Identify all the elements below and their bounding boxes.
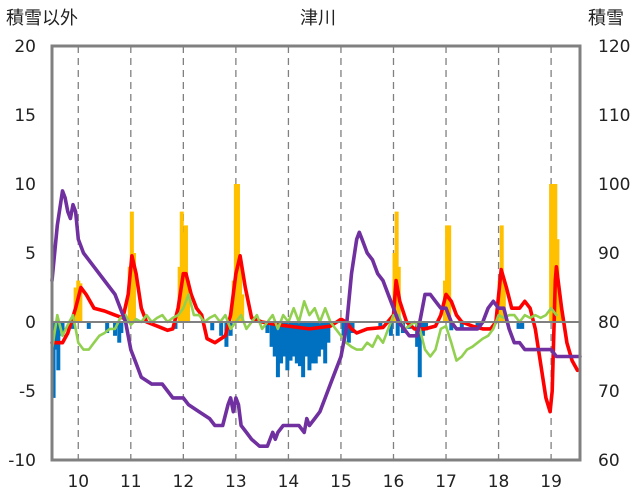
x-tick-label-14: 14: [278, 472, 300, 492]
x-tick-label-13: 13: [225, 472, 247, 492]
blue-bars-bar-47: [449, 322, 454, 331]
x-tick-label-19: 19: [540, 472, 562, 492]
blue-bars-bar-0: [51, 322, 56, 398]
chart-title: 津川: [300, 8, 336, 29]
blue-bars-bar-9: [119, 322, 124, 334]
blue-bars-bar-26: [301, 322, 306, 378]
left-tick-label-15: 15: [14, 106, 36, 126]
blue-bars-bar-33: [323, 322, 328, 364]
x-tick-label-10: 10: [67, 472, 89, 492]
blue-bars-bar-32: [320, 322, 325, 350]
blue-bars-bar-39: [388, 322, 393, 336]
orange-bars-bar-5: [131, 253, 136, 322]
blue-bars-bar-20: [282, 322, 287, 357]
left-tick-label--10: -10: [8, 451, 36, 471]
blue-bars-bar-12: [219, 322, 224, 336]
orange-bars-bar-14: [238, 266, 243, 322]
orange-bars-bar-12: [233, 184, 238, 322]
blue-bars-bar-17: [272, 322, 277, 357]
frame-layer: [50, 44, 582, 462]
red-line-series: [50, 254, 580, 414]
blue-bars-bar-23: [291, 322, 296, 357]
x-tick-label-12: 12: [173, 472, 195, 492]
x-tick-label-15: 15: [330, 472, 352, 492]
y-axis-label-right: 積雪: [588, 8, 624, 29]
x-tick-label-11: 11: [120, 472, 142, 492]
right-tick-label-90: 90: [598, 244, 620, 264]
blue-bars-bar-30: [313, 322, 318, 364]
right-tick-label-110: 110: [598, 106, 630, 126]
orange-bars-bar-7: [179, 211, 184, 322]
orange-bars-bar-17: [394, 211, 399, 322]
left-tick-label-20: 20: [14, 37, 36, 57]
blue-bars-bar-18: [275, 322, 280, 378]
blue-bars-bar-5: [86, 322, 91, 329]
left-tick-label-10: 10: [14, 175, 36, 195]
plot-frame: [50, 44, 582, 462]
orange-bars-bar-24: [501, 280, 506, 322]
orange-bars-bar-29: [557, 294, 562, 322]
blue-bars-bar-11: [210, 322, 215, 331]
blue-bars-bar-40: [395, 322, 400, 336]
tick-layer: 20 15 10 5 0 -5 -10 120 110 100 90 80 70 60 10 11 12 13 14…: [8, 37, 630, 492]
blue-bars-bar-28: [307, 322, 312, 371]
blue-bars-bar-24: [294, 322, 299, 364]
blue-bars-bar-2: [56, 322, 61, 371]
orange-bars-bar-13: [235, 184, 240, 322]
left-tick-label--5: -5: [19, 382, 36, 402]
blue-bars-bar-6: [105, 322, 110, 334]
blue-bars-bar-44: [417, 322, 422, 378]
blue-bars-bar-31: [316, 322, 321, 357]
blue-bars-bar-50: [516, 322, 521, 329]
blue-bars-bar-27: [304, 322, 309, 357]
line-layer: [50, 189, 582, 448]
green-line-series: [50, 293, 558, 362]
blue-bars-bar-1: [54, 322, 59, 350]
blue-bars-bar-38: [378, 322, 383, 329]
left-tick-label-5: 5: [25, 244, 36, 264]
right-tick-label-70: 70: [598, 382, 620, 402]
blue-bars-bar-29: [310, 322, 315, 364]
right-tick-label-80: 80: [598, 313, 620, 333]
blue-bars-bar-25: [297, 322, 302, 367]
blue-bars-bar-4: [71, 322, 76, 329]
left-tick-label-0: 0: [25, 313, 36, 333]
right-tick-label-120: 120: [598, 37, 630, 57]
blue-bars-bar-34: [326, 322, 331, 343]
grid-layer: [77, 46, 552, 460]
orange-bars-bar-21: [447, 225, 452, 322]
blue-bars-bar-48: [459, 322, 464, 329]
blue-bars-bar-49: [475, 322, 480, 328]
x-tick-label-16: 16: [383, 472, 405, 492]
right-tick-label-60: 60: [598, 451, 620, 471]
blue-bars-bar-51: [520, 322, 525, 329]
blue-bars-bar-22: [288, 322, 293, 361]
blue-bars-bar-16: [269, 322, 274, 347]
orange-bars-bar-10: [186, 280, 191, 322]
right-tick-label-100: 100: [598, 175, 630, 195]
blue-bars-bar-46: [424, 322, 429, 331]
orange-bars-bar-27: [553, 184, 558, 322]
orange-bars-bar-25: [549, 184, 554, 322]
orange-bars-bar-20: [445, 225, 450, 322]
x-tick-label-18: 18: [488, 472, 510, 492]
orange-bars-bar-2: [78, 283, 83, 322]
blue-bars-bar-8: [117, 322, 122, 343]
blue-bars-bar-19: [279, 322, 284, 364]
orange-bars-bar-26: [551, 184, 556, 322]
blue-bars-bar-21: [285, 322, 290, 371]
blue-bars-bar-3: [60, 322, 65, 336]
blue-bars-bar-36: [346, 322, 351, 343]
x-tick-label-17: 17: [435, 472, 457, 492]
y-axis-label-left: 積雪以外: [6, 8, 78, 29]
purple-line-series: [50, 189, 582, 448]
orange-bars-bar-15: [240, 294, 245, 322]
blue-bars-bar-35: [341, 322, 346, 336]
blue-bars-bar-15: [265, 322, 270, 334]
